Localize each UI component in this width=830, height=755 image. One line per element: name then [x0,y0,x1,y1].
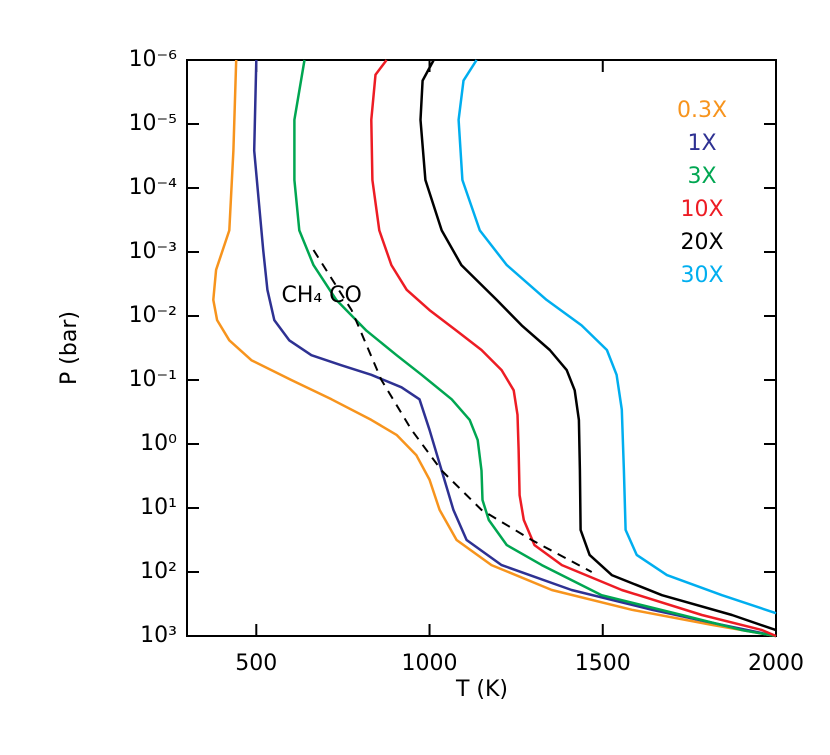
y-tick-label: 10⁻¹ [129,367,177,392]
y-tick-label: 10⁻⁵ [129,111,177,136]
legend-entry: 10X [680,197,723,222]
plot-frame [186,59,777,637]
boundary-line [312,249,593,573]
x-axis-label: T (K) [455,677,508,702]
series-line [457,59,777,615]
legend-entry: 0.3X [677,98,727,123]
y-axis-label: P (bar) [57,311,82,385]
series-line [370,59,777,638]
x-tick-label: 500 [235,651,277,676]
annotation: CH₄ CO [281,283,361,308]
y-tick-label: 10⁻⁶ [129,47,178,72]
series-line [212,59,777,638]
y-tick-label: 10³ [140,623,177,648]
y-tick-label: 10¹ [140,495,177,520]
y-tick-label: 10⁻² [129,303,177,328]
legend-entry: 3X [687,164,716,189]
series-line [252,59,777,638]
legend-entry: 30X [680,263,723,288]
y-tick-label: 10² [140,559,177,584]
legend-entry: 1X [687,131,716,156]
series-line [419,59,777,632]
y-tick-label: 10⁻³ [129,239,177,264]
y-tick-label: 10⁻⁴ [129,175,178,200]
legend-entry: 20X [680,230,723,255]
x-tick-label: 1500 [575,651,631,676]
series-line [293,59,777,638]
x-tick-label: 1000 [402,651,458,676]
y-tick-label: 10⁰ [140,431,177,456]
x-tick-label: 2000 [748,651,804,676]
